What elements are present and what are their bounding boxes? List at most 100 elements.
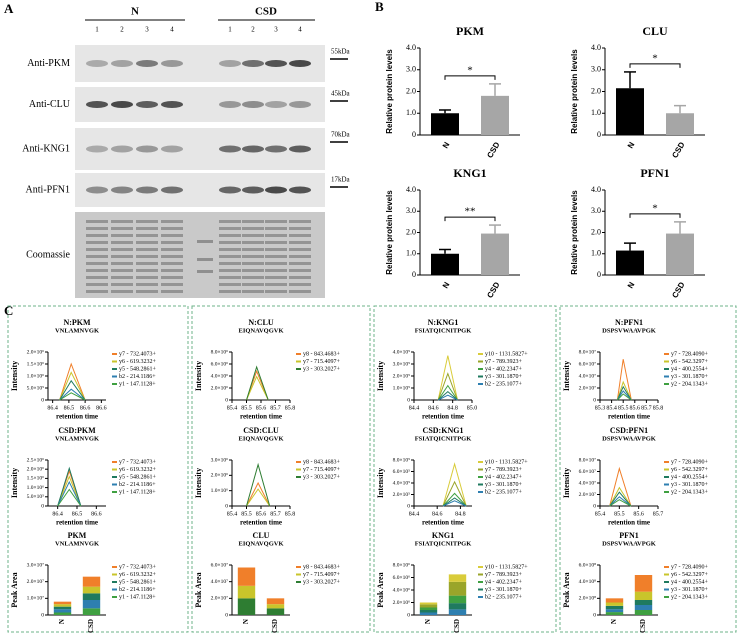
bar-segment (266, 604, 285, 609)
bar (666, 113, 694, 135)
y-tick-label: 1.0 (406, 108, 416, 117)
band (136, 255, 158, 258)
y-axis-label: Intensity (562, 468, 571, 498)
bar-segment (634, 591, 653, 600)
band (219, 276, 241, 279)
x-tick-label: 84.8 (455, 511, 466, 517)
y-tick-label: 4.0×10⁷ (211, 579, 228, 585)
x-tick-label: 84.8 (447, 405, 458, 411)
x-axis-label: retention time (56, 413, 98, 421)
band (265, 234, 287, 237)
bar (431, 253, 459, 275)
band (289, 269, 311, 272)
line (609, 496, 632, 507)
band (111, 290, 133, 293)
y-axis-label: Intensity (562, 361, 571, 391)
band (265, 186, 287, 194)
band (219, 101, 241, 108)
bar-segment (634, 575, 653, 592)
x-tick-label: CSD (485, 280, 501, 299)
bar-segment (634, 605, 653, 610)
legend-label: y4 - 402.2347+ (485, 474, 522, 480)
y-tick-label: 0 (593, 397, 596, 403)
chart-title: CSD:PFN1 (610, 426, 648, 435)
y-tick-label: 2.0×10⁵ (393, 373, 410, 379)
size-marker: 17kDa (331, 176, 351, 184)
y-tick-label: 5.0×10⁵ (27, 385, 44, 391)
lane-label: 4 (170, 26, 174, 34)
x-tick-label: 85.5 (618, 405, 629, 411)
x-tick-label: CSD (670, 140, 686, 159)
band (265, 255, 287, 258)
band (219, 60, 241, 67)
y-tick-label: 1.0 (591, 249, 601, 258)
band (86, 241, 108, 244)
y-tick-label: 2.0×10⁶ (211, 385, 228, 391)
band (219, 262, 241, 265)
y-tick-label: 0 (225, 503, 228, 509)
x-tick-label: 86.6 (96, 405, 107, 411)
band (219, 255, 241, 258)
legend-label: y5 - 548.2861+ (119, 474, 156, 480)
y-tick-label: 1.0 (591, 108, 601, 117)
y-axis-label: Intensity (376, 361, 385, 391)
band (161, 145, 183, 153)
lane-label: 2 (120, 26, 124, 34)
band (219, 227, 241, 230)
y-tick-label: 3.0 (406, 206, 416, 215)
band (86, 262, 108, 265)
x-tick-label: 86.4 (52, 511, 63, 517)
legend-label: y8 - 843.4683+ (303, 564, 340, 570)
legend-label: y6 - 542.3297+ (671, 467, 708, 473)
band (161, 248, 183, 251)
y-tick-label: 3.0×10⁶ (211, 457, 228, 463)
band (86, 276, 108, 279)
band (111, 269, 133, 272)
y-tick-label: 4.0 (406, 43, 416, 52)
legend-label: y5 - 548.2861+ (119, 366, 156, 372)
legend-label: y7 - 789.3923+ (485, 359, 522, 365)
line (609, 466, 632, 507)
x-axis-label: retention time (240, 413, 282, 421)
legend-label: y4 - 400.2554+ (671, 474, 708, 480)
bar-segment (53, 609, 72, 613)
size-marker: 45kDa (331, 90, 351, 98)
y-tick-label: 6.0×10⁶ (393, 575, 410, 581)
bar-segment (448, 603, 467, 610)
band (219, 186, 241, 194)
legend-label: y7 - 789.3923+ (485, 467, 522, 473)
x-tick-label: 85.5 (241, 405, 252, 411)
bar-segment (419, 612, 438, 615)
blot-label: Anti-CLU (29, 99, 71, 110)
band (242, 60, 264, 67)
legend-label: y3 - 301.1870+ (671, 374, 708, 380)
y-tick-label: 1.0×10⁶ (27, 373, 44, 379)
x-tick-label: CSD (453, 619, 461, 633)
band (197, 240, 213, 243)
band (86, 283, 108, 286)
bar-segment (82, 608, 101, 615)
x-tick-label: 85.3 (595, 405, 606, 411)
band (161, 101, 183, 108)
legend-label: y3 - 301.1870+ (671, 482, 708, 488)
chart-title: CLU (642, 24, 668, 38)
x-tick-label: 85.4 (227, 405, 238, 411)
x-axis-label: retention time (608, 519, 650, 527)
band (161, 60, 183, 67)
band (265, 276, 287, 279)
legend-label: y3 - 303.2027+ (303, 579, 340, 585)
band (86, 186, 108, 194)
band (136, 248, 158, 251)
significance-label: * (467, 64, 473, 76)
legend-label: y3 - 301.1870+ (671, 587, 708, 593)
x-tick-label: 85.6 (633, 511, 644, 517)
band (289, 234, 311, 237)
line (57, 480, 82, 507)
band (289, 101, 311, 108)
x-tick-label: 85.4 (606, 405, 617, 411)
x-tick-label: 85.6 (256, 405, 267, 411)
band (161, 234, 183, 237)
chart-subtitle: FSIATQICNITPGK (415, 435, 472, 442)
y-tick-label: 0 (41, 503, 44, 509)
